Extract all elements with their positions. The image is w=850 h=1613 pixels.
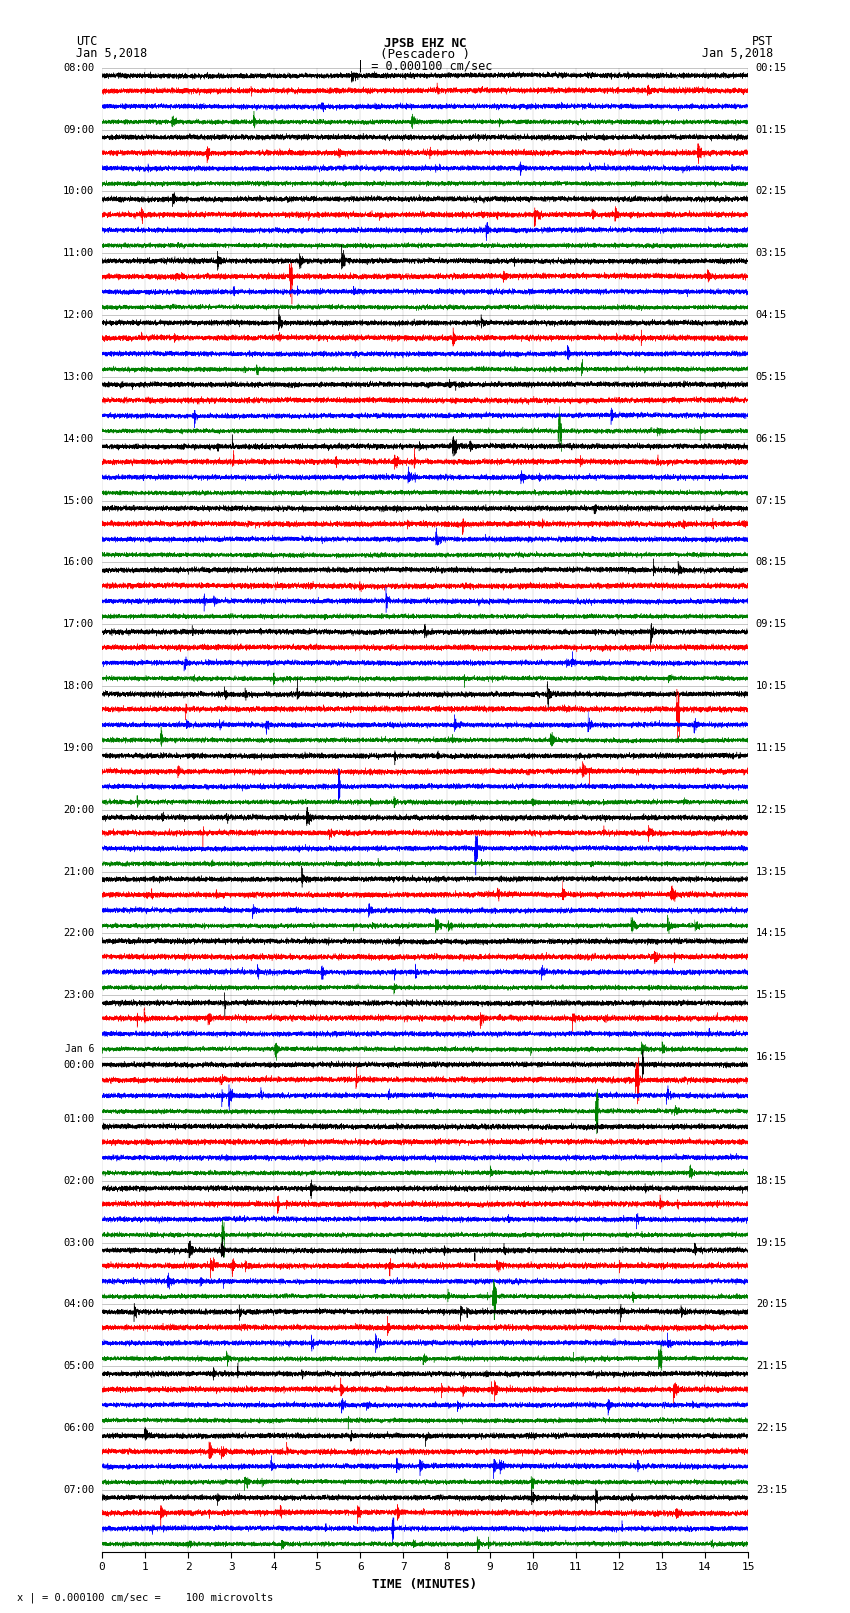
Text: 22:00: 22:00 xyxy=(63,929,94,939)
Text: 23:00: 23:00 xyxy=(63,990,94,1000)
Text: 00:15: 00:15 xyxy=(756,63,787,73)
Text: 19:15: 19:15 xyxy=(756,1237,787,1247)
X-axis label: TIME (MINUTES): TIME (MINUTES) xyxy=(372,1578,478,1590)
Text: Jan 5,2018: Jan 5,2018 xyxy=(702,47,774,60)
Text: 12:15: 12:15 xyxy=(756,805,787,815)
Text: 06:15: 06:15 xyxy=(756,434,787,444)
Text: 14:15: 14:15 xyxy=(756,929,787,939)
Text: 10:15: 10:15 xyxy=(756,681,787,690)
Text: 11:00: 11:00 xyxy=(63,248,94,258)
Text: 20:00: 20:00 xyxy=(63,805,94,815)
Text: 15:00: 15:00 xyxy=(63,495,94,505)
Text: 13:15: 13:15 xyxy=(756,866,787,876)
Text: 03:00: 03:00 xyxy=(63,1237,94,1247)
Text: 01:15: 01:15 xyxy=(756,124,787,134)
Text: 15:15: 15:15 xyxy=(756,990,787,1000)
Text: 09:15: 09:15 xyxy=(756,619,787,629)
Text: 07:15: 07:15 xyxy=(756,495,787,505)
Text: x | = 0.000100 cm/sec =    100 microvolts: x | = 0.000100 cm/sec = 100 microvolts xyxy=(17,1592,273,1603)
Text: 23:15: 23:15 xyxy=(756,1486,787,1495)
Text: (Pescadero ): (Pescadero ) xyxy=(380,48,470,61)
Text: 11:15: 11:15 xyxy=(756,744,787,753)
Text: 12:00: 12:00 xyxy=(63,310,94,319)
Text: 05:00: 05:00 xyxy=(63,1361,94,1371)
Text: 08:15: 08:15 xyxy=(756,558,787,568)
Text: 22:15: 22:15 xyxy=(756,1423,787,1432)
Text: Jan 6: Jan 6 xyxy=(65,1044,94,1053)
Text: 07:00: 07:00 xyxy=(63,1486,94,1495)
Text: 13:00: 13:00 xyxy=(63,373,94,382)
Text: 08:00: 08:00 xyxy=(63,63,94,73)
Text: 17:00: 17:00 xyxy=(63,619,94,629)
Text: Jan 5,2018: Jan 5,2018 xyxy=(76,47,148,60)
Text: 14:00: 14:00 xyxy=(63,434,94,444)
Text: 04:00: 04:00 xyxy=(63,1300,94,1310)
Text: JPSB EHZ NC: JPSB EHZ NC xyxy=(383,37,467,50)
Text: 02:00: 02:00 xyxy=(63,1176,94,1186)
Text: 09:00: 09:00 xyxy=(63,124,94,134)
Text: 18:00: 18:00 xyxy=(63,681,94,690)
Text: 04:15: 04:15 xyxy=(756,310,787,319)
Text: | = 0.000100 cm/sec: | = 0.000100 cm/sec xyxy=(357,60,493,73)
Text: 16:15: 16:15 xyxy=(756,1052,787,1061)
Text: 20:15: 20:15 xyxy=(756,1300,787,1310)
Text: 05:15: 05:15 xyxy=(756,373,787,382)
Text: 00:00: 00:00 xyxy=(63,1060,94,1069)
Text: 16:00: 16:00 xyxy=(63,558,94,568)
Text: 18:15: 18:15 xyxy=(756,1176,787,1186)
Text: PST: PST xyxy=(752,35,774,48)
Text: 02:15: 02:15 xyxy=(756,187,787,197)
Text: 06:00: 06:00 xyxy=(63,1423,94,1432)
Text: 19:00: 19:00 xyxy=(63,744,94,753)
Text: 21:15: 21:15 xyxy=(756,1361,787,1371)
Text: 01:00: 01:00 xyxy=(63,1115,94,1124)
Text: 03:15: 03:15 xyxy=(756,248,787,258)
Text: 21:00: 21:00 xyxy=(63,866,94,876)
Text: 10:00: 10:00 xyxy=(63,187,94,197)
Text: 17:15: 17:15 xyxy=(756,1115,787,1124)
Text: UTC: UTC xyxy=(76,35,98,48)
